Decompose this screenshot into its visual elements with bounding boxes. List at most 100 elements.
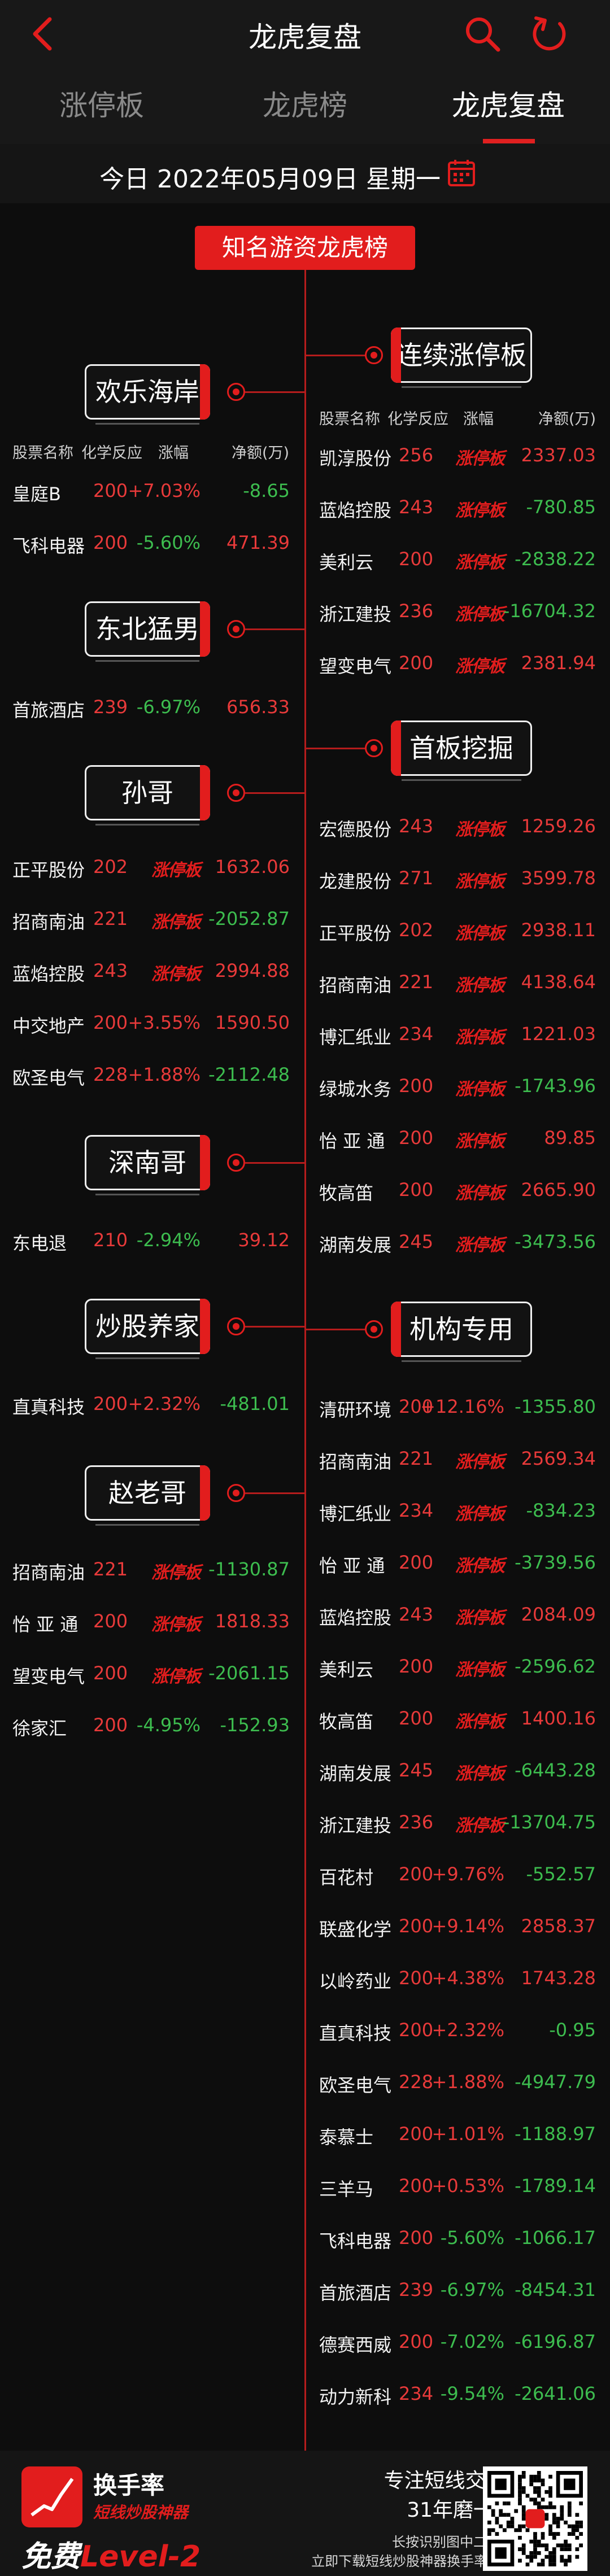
table-row[interactable]: 湖南发展 245 涨停板 -6443.28 (0, 1759, 610, 1788)
right-group-tag[interactable]: 机构专用 (391, 1302, 532, 1362)
reaction-score: 200 (399, 548, 434, 570)
timeline-dot (365, 739, 383, 757)
table-row[interactable]: 中交地产 200 +3.55% 1590.50 (0, 1012, 610, 1040)
table-row[interactable]: 直真科技 200 +2.32% -481.01 (0, 1393, 610, 1421)
reaction-score: 200 (93, 480, 128, 501)
table-row[interactable]: 招商南油 221 涨停板 -1130.87 (0, 1558, 610, 1587)
reaction-score: 200 (399, 1396, 434, 1417)
left-group-tag[interactable]: 炒股养家 (85, 1299, 210, 1359)
left-group-tag[interactable]: 欢乐海岸 (85, 364, 210, 425)
promo-footer[interactable]: 换手率 短线炒股神器 免费Level-2 专注短线交易! 31年磨一剑 长按识别… (0, 2451, 610, 2576)
change-percent: -2.94% (136, 1229, 201, 1251)
table-row[interactable]: 正平股份 202 涨停板 1632.06 (0, 856, 610, 884)
table-row[interactable]: 三羊马 200 +0.53% -1789.14 (0, 2175, 610, 2203)
right-group-tag[interactable]: 首板挖掘 (391, 721, 532, 781)
right-group-tag[interactable]: 连续涨停板 (391, 328, 532, 388)
date-label: 今日 2022年05月09日 星期一 (99, 165, 441, 194)
left-group-tag[interactable]: 孙哥 (85, 765, 210, 826)
back-button[interactable] (23, 12, 66, 55)
limit-up-badge: 涨停板 (151, 1615, 201, 1635)
table-row[interactable]: 欧圣电气 228 +1.88% -4947.79 (0, 2071, 610, 2099)
timeline-connector (306, 748, 365, 749)
table-row[interactable]: 飞科电器 200 -5.60% 471.39 (0, 532, 610, 560)
table-row[interactable]: 龙建股份 271 涨停板 3599.78 (0, 867, 610, 896)
reaction-score: 200 (399, 2123, 434, 2145)
table-row[interactable]: 皇庭B 200 +7.03% -8.65 (0, 480, 610, 508)
table-row[interactable]: 泰慕士 200 +1.01% -1188.97 (0, 2123, 610, 2151)
table-row[interactable]: 招商南油 221 涨停板 4138.64 (0, 971, 610, 999)
table-row[interactable]: 招商南油 221 涨停板 -2052.87 (0, 908, 610, 936)
table-row[interactable]: 蓝焰控股 243 涨停板 2994.88 (0, 960, 610, 988)
date-picker-button[interactable] (446, 158, 477, 188)
reaction-score: 221 (399, 1448, 434, 1469)
table-row[interactable]: 美利云 200 涨停板 -2596.62 (0, 1656, 610, 1684)
top-bar: 龙虎复盘 (0, 0, 610, 68)
table-row[interactable]: 凯淳股份 256 涨停板 2337.03 (0, 444, 610, 473)
table-row[interactable]: 望变电气 200 涨停板 2381.94 (0, 652, 610, 680)
tab-dragon-review[interactable]: 龙虎复盘 (452, 89, 565, 122)
table-row[interactable]: 望变电气 200 涨停板 -2061.15 (0, 1662, 610, 1691)
net-amount: -780.85 (526, 496, 596, 518)
reaction-score: 245 (399, 1231, 434, 1252)
limit-up-badge: 涨停板 (455, 449, 505, 469)
tab-limit-up[interactable]: 涨停板 (59, 89, 144, 122)
column-header-chg: 涨幅 (158, 444, 189, 462)
table-row[interactable]: 宏德股份 243 涨停板 1259.26 (0, 815, 610, 844)
table-row[interactable]: 博汇纸业 234 涨停板 1221.03 (0, 1023, 610, 1051)
limit-up-badge: 涨停板 (455, 1028, 505, 1047)
table-row[interactable]: 德赛西威 200 -7.02% -6196.87 (0, 2331, 610, 2359)
reaction-score: 200 (399, 1179, 434, 1200)
table-row[interactable]: 蓝焰控股 243 涨停板 2084.09 (0, 1604, 610, 1632)
table-row[interactable]: 以岭药业 200 +4.38% 1743.28 (0, 1967, 610, 1996)
table-row[interactable]: 招商南油 221 涨停板 2569.34 (0, 1448, 610, 1476)
stock-name: 蓝焰控股 (319, 500, 392, 521)
stock-name: 招商南油 (319, 1451, 392, 1473)
table-row[interactable]: 蓝焰控股 243 涨停板 -780.85 (0, 496, 610, 525)
table-row[interactable]: 飞科电器 200 -5.60% -1066.17 (0, 2227, 610, 2255)
left-group-tag[interactable]: 东北猛男 (85, 601, 210, 662)
table-row[interactable]: 怡 亚 通 200 涨停板 -3739.56 (0, 1552, 610, 1580)
table-row[interactable]: 东电退 210 -2.94% 39.12 (0, 1229, 610, 1258)
change-percent: +3.55% (128, 1012, 201, 1033)
net-amount: -3739.56 (515, 1552, 596, 1573)
table-row[interactable]: 怡 亚 通 200 涨停板 1818.33 (0, 1610, 610, 1639)
reaction-score: 200 (399, 2227, 434, 2248)
table-row[interactable]: 徐家汇 200 -4.95% -152.93 (0, 1714, 610, 1743)
table-row[interactable]: 绿城水务 200 涨停板 -1743.96 (0, 1075, 610, 1103)
table-row[interactable]: 正平股份 202 涨停板 2938.11 (0, 919, 610, 948)
table-row[interactable]: 首旅酒店 239 -6.97% 656.33 (0, 696, 610, 724)
table-row[interactable]: 怡 亚 通 200 涨停板 89.85 (0, 1127, 610, 1155)
table-row[interactable]: 首旅酒店 239 -6.97% -8454.31 (0, 2279, 610, 2307)
refresh-button[interactable] (528, 12, 571, 55)
net-amount: 2938.11 (521, 919, 596, 941)
table-row[interactable]: 动力新科 234 -9.54% -2641.06 (0, 2383, 610, 2411)
table-row[interactable]: 湖南发展 245 涨停板 -3473.56 (0, 1231, 610, 1259)
tab-dragon-tiger[interactable]: 龙虎榜 (263, 89, 347, 122)
reaction-score: 200 (399, 1708, 434, 1729)
search-button[interactable] (462, 14, 503, 54)
table-row[interactable]: 百花村 200 +9.76% -552.57 (0, 1863, 610, 1892)
level2-text: Level-2 (80, 2540, 201, 2574)
table-row[interactable]: 牧高笛 200 涨停板 1400.16 (0, 1708, 610, 1736)
table-row[interactable]: 清研环境 200 +12.16% -1355.80 (0, 1396, 610, 1424)
table-row[interactable]: 直真科技 200 +2.32% -0.95 (0, 2019, 610, 2047)
reaction-score: 221 (93, 908, 128, 929)
reaction-score: 200 (399, 2175, 434, 2197)
stock-name: 首旅酒店 (319, 2282, 392, 2304)
table-row[interactable]: 浙江建投 236 涨停板 -13704.75 (0, 1811, 610, 1840)
reaction-score: 243 (399, 496, 434, 518)
table-row[interactable]: 联盛化学 200 +9.14% 2858.37 (0, 1915, 610, 1944)
table-row[interactable]: 浙江建投 236 涨停板 -16704.32 (0, 600, 610, 628)
stock-name: 泰慕士 (319, 2127, 374, 2148)
stock-name: 德赛西威 (319, 2334, 392, 2356)
net-amount: -8.65 (243, 480, 290, 501)
table-row[interactable]: 博汇纸业 234 涨停板 -834.23 (0, 1500, 610, 1528)
table-row[interactable]: 牧高笛 200 涨停板 2665.90 (0, 1179, 610, 1207)
net-amount: 39.12 (238, 1229, 290, 1251)
left-group-tag[interactable]: 深南哥 (85, 1135, 210, 1195)
table-row[interactable]: 欧圣电气 228 +1.88% -2112.48 (0, 1064, 610, 1092)
left-group-tag[interactable]: 赵老哥 (85, 1465, 210, 1526)
qr-code[interactable] (483, 2466, 587, 2571)
table-row[interactable]: 美利云 200 涨停板 -2838.22 (0, 548, 610, 577)
